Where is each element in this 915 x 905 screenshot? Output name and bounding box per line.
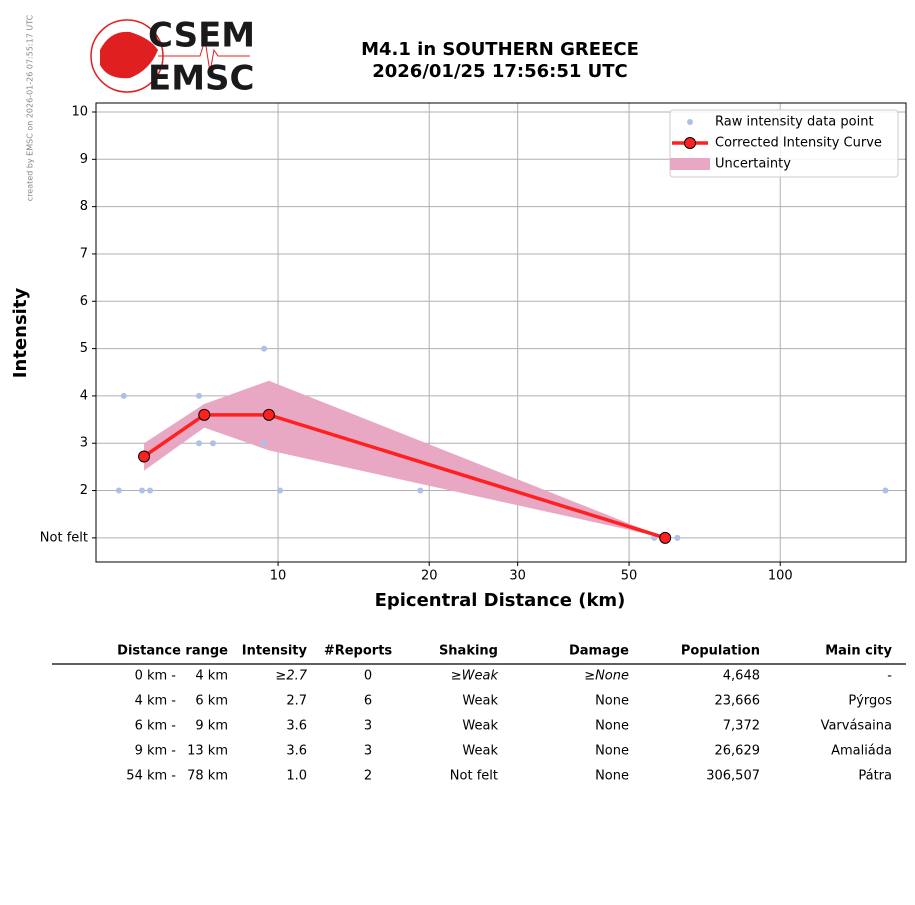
curve-point [138, 450, 151, 463]
table-cell: 6 km [195, 694, 228, 709]
legend-marker [684, 137, 696, 149]
curve-point [659, 531, 672, 544]
table-header: Intensity [242, 644, 308, 659]
table-header: #Reports [324, 644, 393, 659]
x-tick-label: 30 [509, 569, 526, 584]
chart-title: M4.1 in SOUTHERN GREECE [361, 39, 639, 60]
table-cell: 4,648 [723, 669, 760, 684]
table-cell: Amaliáda [831, 744, 892, 759]
legend-label: Raw intensity data point [715, 115, 874, 130]
raw-point [277, 487, 284, 494]
logo-top: CSEM [148, 16, 255, 56]
y-tick-label: 2 [80, 483, 88, 498]
table-cell: ≥2.7 [275, 669, 307, 684]
table-cell: 6 km - [135, 719, 177, 734]
table-cell: ≥Weak [451, 669, 499, 684]
table-cell: 0 km - [135, 669, 177, 684]
table-header: Population [681, 644, 760, 659]
y-tick-label: 4 [80, 388, 88, 403]
legend-marker [670, 158, 710, 170]
logo: CSEM EMSC [90, 16, 255, 99]
table-cell: 9 km [195, 719, 228, 734]
table-cell: ≥None [584, 669, 629, 684]
table-cell: Weak [462, 744, 498, 759]
legend-label: Corrected Intensity Curve [715, 136, 882, 151]
table-cell: Varvásaina [821, 719, 892, 734]
x-tick-label: 100 [768, 569, 793, 584]
legend-box [669, 109, 899, 178]
y-tick-label: 6 [80, 294, 88, 309]
table-cell: 0 [364, 669, 372, 684]
table-cell: 6 [364, 694, 372, 709]
raw-point [261, 345, 268, 352]
table-cell: 26,629 [715, 744, 761, 759]
raw-point [209, 440, 216, 447]
raw-point [417, 487, 424, 494]
table-cell: Pátra [858, 769, 892, 784]
y-tick-label: Not felt [40, 530, 88, 545]
legend-label: Uncertainty [715, 157, 791, 172]
table-cell: Pýrgos [848, 694, 892, 709]
logo-wave [158, 39, 250, 73]
table-cell: - [887, 669, 892, 684]
table-cell: None [595, 719, 629, 734]
y-tick-label: 8 [80, 199, 88, 214]
table-header: Main city [825, 644, 892, 659]
table-cell: 3 [364, 719, 372, 734]
y-tick-label: 7 [80, 246, 88, 261]
table-cell: None [595, 694, 629, 709]
table-cell: 1.0 [286, 769, 307, 784]
x-axis-label: Epicentral Distance (km) [375, 590, 626, 611]
legend-marker [687, 119, 693, 125]
raw-point [147, 487, 154, 494]
table-cell: 7,372 [723, 719, 760, 734]
table-cell: 2.7 [286, 694, 307, 709]
table-cell: 13 km [187, 744, 228, 759]
raw-point [882, 487, 889, 494]
x-tick-label: 10 [270, 569, 287, 584]
table-header: Distance range [117, 644, 228, 659]
table-cell: 2 [364, 769, 372, 784]
raw-point [120, 392, 127, 399]
y-tick-label: 9 [80, 152, 88, 167]
raw-point [674, 534, 681, 541]
raw-point [139, 487, 146, 494]
intensity-curve [143, 413, 666, 540]
table-cell: Weak [462, 694, 498, 709]
table-header: Damage [569, 644, 629, 659]
logo-bottom: EMSC [148, 59, 255, 99]
raw-point [196, 392, 203, 399]
table-cell: 3 [364, 744, 372, 759]
credit: created by EMSC on 2026-01-26 07:55:17 U… [26, 14, 35, 201]
raw-point [196, 440, 203, 447]
chart-subtitle: 2026/01/25 17:56:51 UTC [372, 61, 628, 82]
raw-point [115, 487, 122, 494]
table-cell: 306,507 [706, 769, 760, 784]
table-header: Shaking [439, 644, 498, 659]
table-cell: Not felt [450, 769, 498, 784]
y-tick-label: 10 [71, 104, 88, 119]
table-cell: 4 km [195, 669, 228, 684]
raw-point [261, 440, 268, 447]
logo-map [100, 31, 158, 79]
table-cell: 3.6 [286, 744, 307, 759]
table-cell: Weak [462, 719, 498, 734]
table-cell: 23,666 [715, 694, 761, 709]
table-cell: 54 km - [126, 769, 176, 784]
y-axis-label: Intensity [10, 288, 31, 379]
x-tick-label: 50 [621, 569, 638, 584]
table-cell: None [595, 744, 629, 759]
plot-frame [95, 102, 907, 563]
table-cell: 78 km [187, 769, 228, 784]
x-tick-label: 20 [421, 569, 438, 584]
curve-point [198, 408, 211, 421]
y-tick-label: 5 [80, 341, 88, 356]
table-cell: None [595, 769, 629, 784]
table-cell: 3.6 [286, 719, 307, 734]
curve-point [262, 408, 275, 421]
table-cell: 9 km - [135, 744, 177, 759]
table-cell: 4 km - [135, 694, 177, 709]
y-tick-label: 3 [80, 436, 88, 451]
